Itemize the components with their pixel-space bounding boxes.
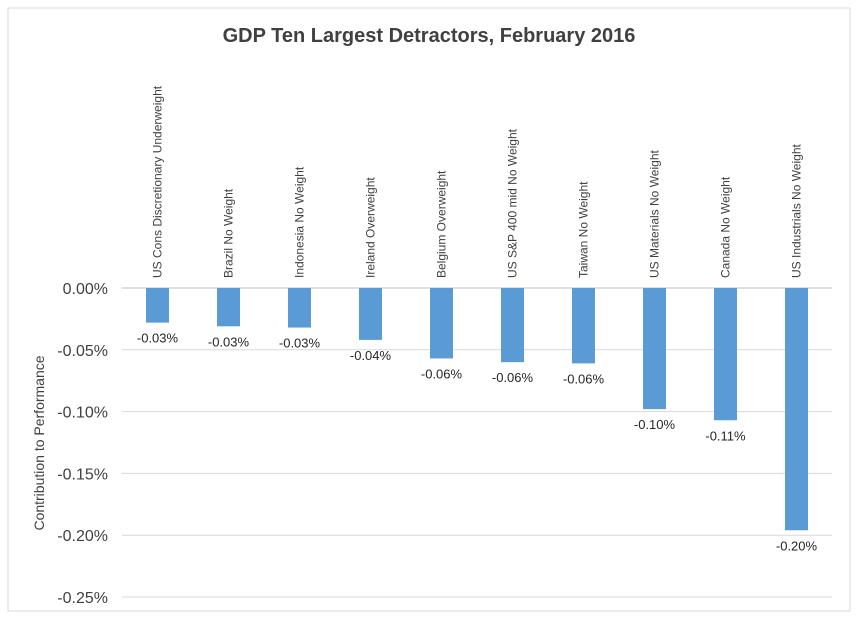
data-label: -0.03% xyxy=(208,334,250,349)
y-tick-label: -0.15% xyxy=(57,466,108,483)
bar xyxy=(430,288,453,359)
bar xyxy=(359,288,382,340)
y-tick-label: 0.00% xyxy=(63,281,108,298)
y-axis-label: Contribution to Performance xyxy=(31,355,47,530)
bar xyxy=(146,288,169,323)
category-label: US Materials No Weight xyxy=(648,150,662,278)
bar xyxy=(785,288,808,531)
bars xyxy=(146,288,808,531)
y-axis-ticks: 0.00% -0.05% -0.10% -0.15% -0.20% -0.25% xyxy=(57,281,108,607)
data-label: -0.10% xyxy=(634,417,676,432)
y-tick-label: -0.05% xyxy=(57,343,108,360)
bar xyxy=(572,288,595,364)
category-label: Ireland Overweight xyxy=(364,177,378,278)
data-label: -0.03% xyxy=(279,336,321,351)
y-tick-label: -0.20% xyxy=(57,528,108,545)
data-label: -0.06% xyxy=(563,371,605,386)
data-label: -0.06% xyxy=(492,370,534,385)
y-tick-label: -0.10% xyxy=(57,405,108,422)
data-label: -0.04% xyxy=(350,348,392,363)
data-labels: -0.03% -0.03% -0.03% -0.04% -0.06% -0.06% -0.0… xyxy=(137,331,818,554)
bar xyxy=(501,288,524,363)
category-label: Indonesia No Weight xyxy=(293,166,307,278)
data-label: -0.11% xyxy=(705,428,746,443)
category-label: US S&P 400 mid No Weight xyxy=(506,128,520,278)
gridlines xyxy=(122,287,832,598)
category-label: US Cons Discretionary Underweight xyxy=(151,85,165,278)
category-label: Brazil No Weight xyxy=(222,188,236,278)
bar xyxy=(643,288,666,410)
data-label: -0.20% xyxy=(776,538,818,553)
bar xyxy=(714,288,737,421)
y-tick-label: -0.25% xyxy=(57,590,108,607)
category-label: Canada No Weight xyxy=(719,176,733,278)
data-label: -0.03% xyxy=(137,331,179,346)
category-label: Belgium Overweight xyxy=(435,170,449,278)
category-labels: US Cons Discretionary Underweight Brazil … xyxy=(151,85,804,278)
category-label: Taiwan No Weight xyxy=(577,181,591,278)
data-label: -0.06% xyxy=(421,366,463,381)
bar xyxy=(217,288,240,327)
bar xyxy=(288,288,311,328)
category-label: US Industrials No Weight xyxy=(790,144,804,279)
chart-title: GDP Ten Largest Detractors, February 201… xyxy=(223,25,636,47)
